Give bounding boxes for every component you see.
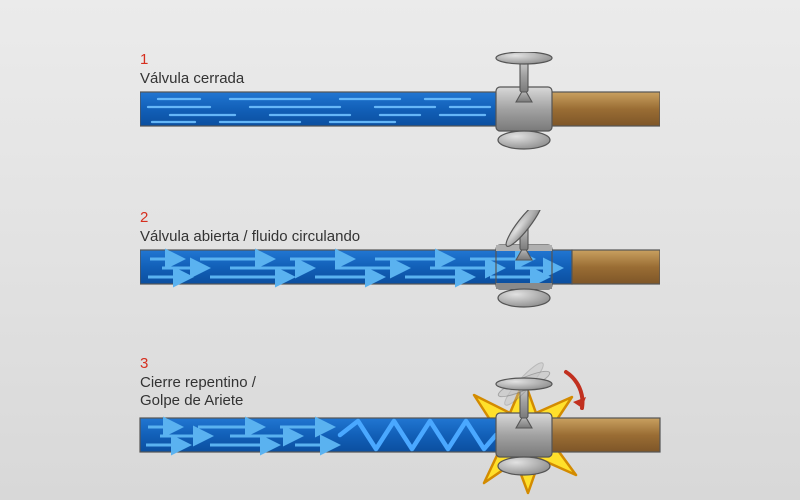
stage2-diagram: [140, 210, 660, 320]
stage1-diagram: [140, 52, 660, 162]
valve-handle-closed: [496, 52, 552, 64]
valve-closed: [496, 52, 552, 149]
stage3-diagram: [130, 360, 690, 500]
